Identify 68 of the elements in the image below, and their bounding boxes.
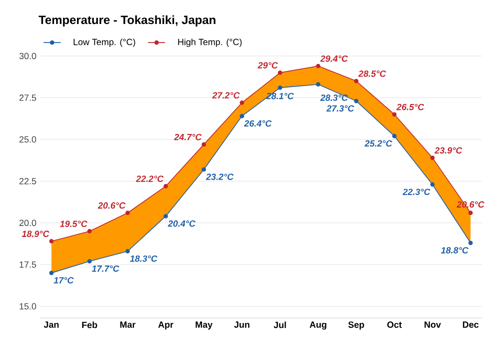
- y-tick-label: 20.0: [19, 220, 36, 226]
- point: [240, 114, 244, 118]
- point: [164, 214, 168, 218]
- data-label: 23.9°C: [434, 147, 462, 154]
- point: [240, 100, 244, 105]
- point: [430, 156, 435, 160]
- y-tick-label: 25.0: [19, 136, 36, 143]
- legend-label: High Temp. (°C): [178, 38, 242, 47]
- data-label: 29.4°C: [320, 55, 348, 62]
- data-label: 25.2°C: [364, 140, 392, 147]
- point: [468, 240, 473, 246]
- point: [278, 70, 282, 75]
- data-label: 18.9°C: [22, 230, 50, 238]
- point: [87, 229, 92, 234]
- data-label: 20.6°C: [98, 202, 126, 209]
- point: [125, 249, 130, 254]
- data-label: 26.5°C: [396, 104, 424, 110]
- data-label: 18.3°C: [130, 255, 158, 262]
- data-label: 27.2°C: [212, 92, 240, 99]
- data-label: 19.5°C: [60, 220, 88, 228]
- y-tick-label: 30.0: [19, 52, 36, 60]
- x-tick-label: Mar: [120, 322, 136, 328]
- x-tick-label: Dec: [462, 322, 479, 328]
- point: [278, 86, 282, 90]
- x-tick-label: Feb: [82, 322, 98, 328]
- y-tick-label: 15.0: [20, 303, 36, 310]
- legend-label: Low Temp. (°C): [74, 38, 136, 47]
- x-tick-label: Apr: [158, 322, 174, 330]
- x-tick-label: Jul: [274, 322, 286, 328]
- x-tick-label: Aug: [310, 322, 326, 330]
- point: [202, 142, 206, 147]
- data-label: 26.4°C: [244, 120, 272, 127]
- x-tick-label: Nov: [424, 322, 441, 328]
- x-tick-label: May: [196, 322, 213, 330]
- y-tick-label: 22.5: [19, 178, 36, 184]
- x-tick-label: Jan: [44, 322, 59, 328]
- data-label: 28.5°C: [358, 70, 386, 77]
- data-label: 27.3°C: [326, 105, 354, 112]
- x-tick-label: Oct: [387, 322, 402, 328]
- point: [49, 239, 54, 244]
- data-label: 18.8°C: [441, 247, 468, 254]
- point: [392, 112, 397, 117]
- point: [202, 167, 206, 172]
- point: [125, 210, 130, 216]
- data-label: 17.7°C: [92, 265, 120, 272]
- x-tick-label: Jun: [234, 322, 250, 328]
- data-label: 29°C: [258, 62, 278, 68]
- y-tick-label: 27.5: [19, 94, 36, 101]
- point: [354, 98, 358, 104]
- point: [316, 64, 320, 68]
- point: [164, 184, 168, 188]
- point: [354, 78, 358, 84]
- data-label: 17°C: [54, 277, 74, 284]
- data-label: 23.2°C: [206, 174, 234, 180]
- data-label: 28.3°C: [320, 94, 348, 101]
- point: [49, 270, 54, 276]
- point: [468, 210, 473, 216]
- point: [87, 259, 92, 264]
- data-label: 22.2°C: [136, 176, 164, 182]
- point: [430, 182, 435, 187]
- data-label: 20.4°C: [168, 220, 196, 227]
- point: [392, 134, 397, 138]
- chart-title: Temperature - Tokashiki, Japan: [38, 15, 216, 27]
- data-label: 22.3°C: [402, 188, 430, 196]
- x-tick-label: Sep: [348, 322, 364, 330]
- data-label: 24.7°C: [174, 134, 202, 140]
- y-tick-label: 17.5: [20, 261, 36, 268]
- point: [316, 82, 320, 87]
